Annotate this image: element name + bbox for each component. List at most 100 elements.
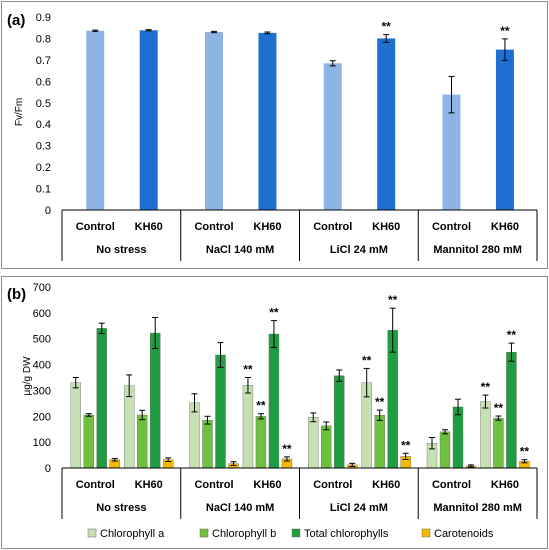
chart-b-y-tick-label: 400 (33, 360, 51, 372)
chart-b-bar (83, 414, 94, 469)
chart-a-group-label: LiCl 24 mM (330, 244, 388, 256)
chart-b-legend-label: Total chlorophylls (304, 528, 389, 540)
chart-b-significance-mark: ** (282, 442, 292, 456)
chart-b-error-bar (336, 369, 343, 382)
chart-b-error-bar (111, 457, 118, 462)
chart-a-error-bar (383, 34, 390, 43)
chart-b-bar (334, 375, 345, 469)
chart-b-legend-swatch (421, 528, 431, 538)
chart-b-legend: Chlorophyll a Chlorophyll b Total chloroph… (87, 528, 494, 540)
chart-b-bar (506, 351, 517, 469)
chart-a-error-bar (145, 29, 152, 32)
chart-b-error-bar (72, 377, 79, 389)
chart-a-bar (442, 94, 461, 210)
chart-b-bar (308, 417, 319, 469)
chart-b-category-label: Control (76, 479, 115, 491)
chart-b-error-bar (152, 317, 159, 350)
chart-b-group-label: No stress (96, 502, 146, 514)
chart-b-significance-mark: ** (362, 353, 372, 367)
chart-a-y-tick-label: 0.7 (36, 55, 51, 67)
chart-a-bar (139, 30, 158, 210)
chart-a-error-bar (264, 31, 271, 35)
chart-b-bar (321, 425, 332, 469)
chart-a-y-tick-label: 0.8 (36, 33, 51, 45)
chart-a-y-tick-label: 0.2 (36, 162, 51, 174)
chart-b-legend-label: Chlorophyll b (212, 528, 276, 540)
chart-b-error-bar (204, 415, 211, 425)
chart-b-error-bar (442, 429, 448, 435)
chart-b-x-axis: Control KH60 No stress Control KH60 NaCl 140 … (61, 467, 538, 519)
chart-b-error-bar (85, 413, 92, 417)
chart-a-category-label: Control (76, 221, 115, 233)
chart-b-error-bar (191, 393, 198, 413)
chart-a-panel-label: (a) (7, 12, 25, 29)
chart-a-error-bar (92, 29, 99, 32)
chart-b-bar (202, 419, 213, 469)
chart-b-error-bar (482, 394, 489, 409)
chart-a-panel: (a) Fv/Fm 0 0.1 0.2 0.3 0.4 0.5 0.6 0.7 0.8 0.9 *… (1, 1, 548, 269)
chart-b-error-bar (468, 464, 474, 468)
chart-b-error-bar (389, 307, 396, 353)
chart-b-significance-mark: ** (256, 399, 266, 413)
chart-a-bar (377, 38, 396, 210)
chart-b-bar (439, 431, 451, 469)
chart-b-group-label: LiCl 24 mM (330, 502, 388, 514)
chart-b-significance-mark: ** (507, 328, 517, 342)
chart-a-bar (258, 32, 277, 210)
chart-b-group-label: Mannitol 280 mM (433, 502, 522, 514)
chart-a-error-bar (211, 30, 217, 34)
chart-b-y-tick-label: 500 (33, 334, 51, 346)
chart-a-group-label: No stress (96, 244, 146, 256)
chart-a-error-bar (329, 60, 336, 67)
chart-b-bar (123, 385, 135, 469)
chart-a-y-tick-label: 0.3 (36, 141, 51, 153)
chart-b-category-label: Control (313, 479, 352, 491)
chart-b-error-bar (244, 377, 251, 394)
chart-b-bar (480, 401, 491, 469)
chart-a-y-tick-label: 0.4 (36, 119, 51, 131)
chart-b-significance-mark: ** (494, 401, 504, 415)
chart-a-bar (495, 49, 514, 211)
chart-a-category-label: Control (432, 221, 471, 233)
chart-a-frame (1, 1, 548, 269)
chart-a-category-label: Control (194, 221, 233, 233)
chart-b-bar (215, 354, 226, 469)
chart-b-error-bar (257, 413, 264, 420)
chart-a-bar (323, 63, 342, 210)
chart-b-error-bar (165, 457, 172, 463)
chart-a-y-tick-label: 0.5 (36, 98, 51, 110)
chart-b-error-bar (323, 421, 330, 431)
chart-b-error-bar (402, 452, 409, 460)
chart-a-y-tick-label: 0.6 (36, 76, 51, 88)
chart-b-error-bar (139, 409, 146, 421)
chart-b-y-tick-label: 700 (33, 282, 51, 294)
chart-b-error-bar (363, 367, 370, 398)
chart-b-significance-mark: ** (375, 395, 385, 409)
chart-b-category-label: KH60 (253, 479, 281, 491)
chart-b-category-label: KH60 (491, 479, 519, 491)
chart-b-significance-mark: ** (388, 293, 398, 307)
chart-a-y-tick-label: 0 (45, 205, 51, 217)
chart-a-y-tick-label: 0.9 (36, 12, 51, 24)
chart-b-category-label: Control (194, 479, 233, 491)
chart-a-y-tick-label: 0.1 (36, 184, 51, 196)
chart-b-legend-label: Chlorophyll a (100, 528, 165, 540)
chart-b-legend-label: Carotenoids (434, 528, 494, 540)
chart-a-y-ticks: 0 0.1 0.2 0.3 0.4 0.5 0.6 0.7 0.8 0.9 (36, 12, 51, 217)
chart-b-category-label: KH60 (372, 479, 400, 491)
chart-b-bar (70, 382, 81, 469)
chart-b-error-bar (310, 412, 317, 423)
chart-b-y-tick-label: 600 (33, 308, 51, 320)
chart-b-category-label: Control (432, 479, 471, 491)
chart-b-y-axis-label: μg/g DW (22, 356, 33, 396)
chart-b-bar (189, 402, 200, 469)
chart-b-bar (268, 333, 280, 469)
chart-b-bar (255, 416, 267, 469)
chart-a-bars: ** ** (86, 20, 514, 211)
chart-b-error-bar (98, 322, 105, 335)
chart-b-error-bar (521, 459, 528, 464)
chart-b-bar (136, 414, 148, 469)
chart-b-bar (493, 417, 504, 469)
